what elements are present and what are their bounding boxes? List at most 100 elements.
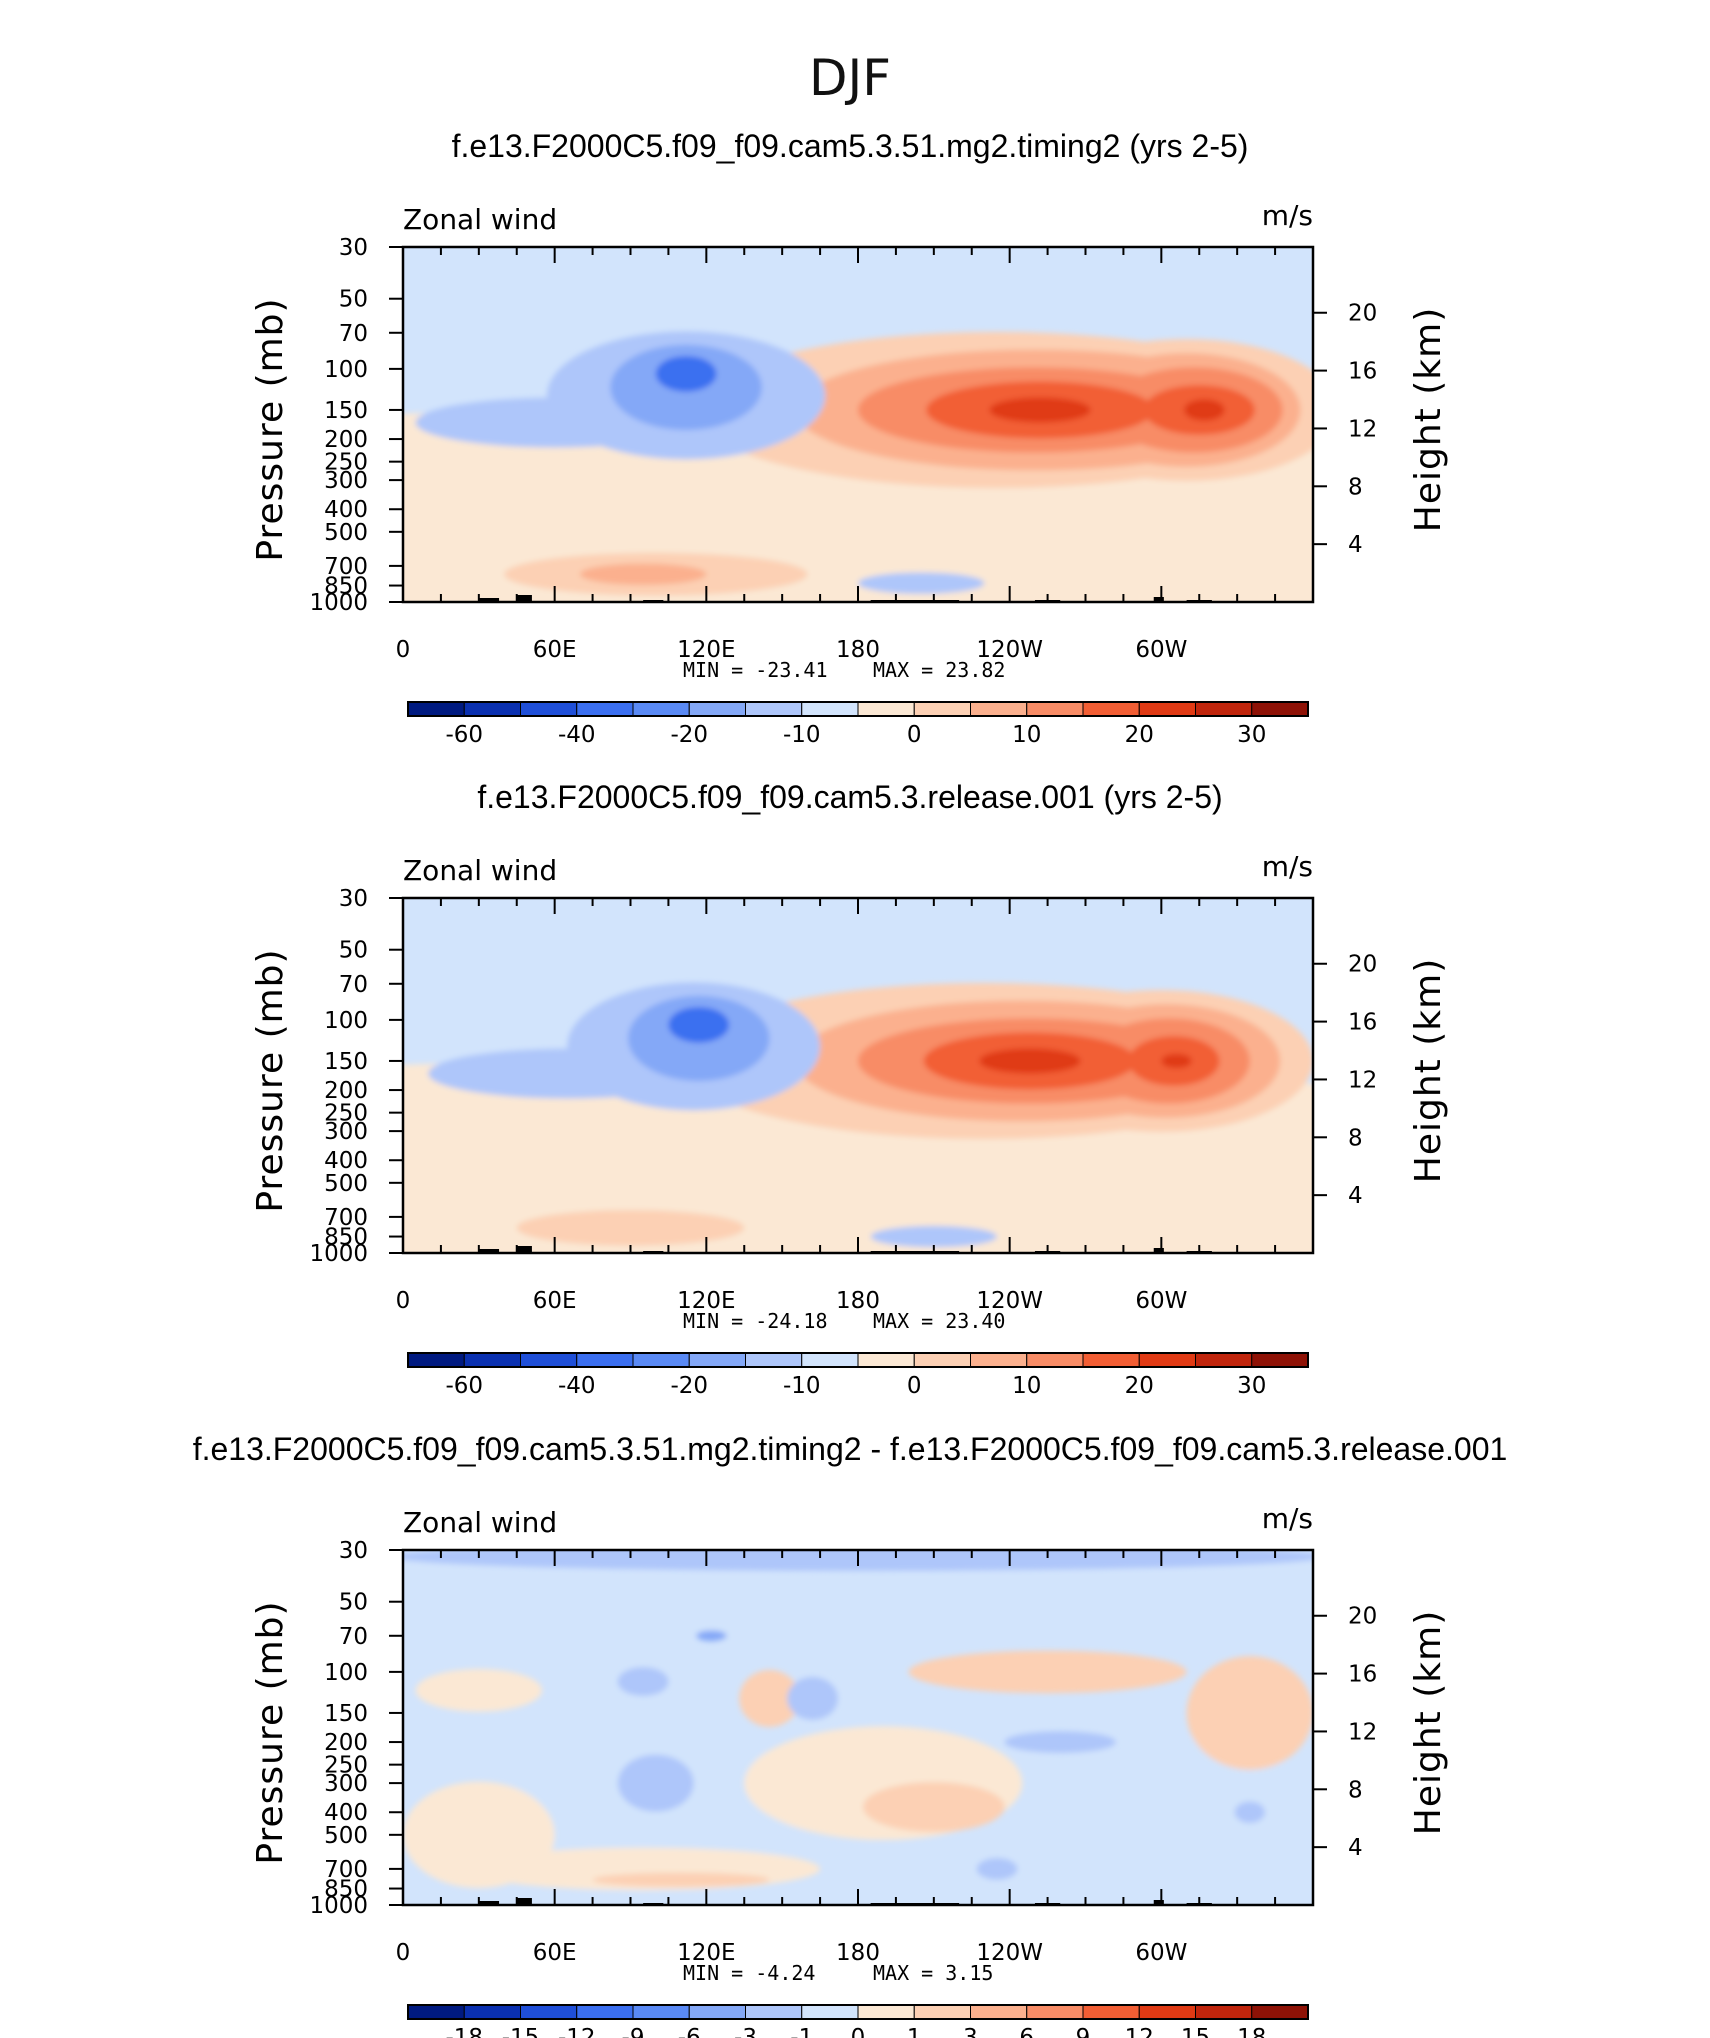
colorbar-swatch [463, 701, 521, 717]
colorbar-swatch [632, 701, 690, 717]
colorbar-swatch [1251, 2004, 1309, 2020]
panel-title: f.e13.F2000C5.f09_f09.cam5.3.release.001… [477, 779, 1222, 815]
contour-region [870, 1225, 998, 1248]
contour-region [976, 1858, 1018, 1880]
colorbar-label: -1 [790, 2025, 813, 2038]
colorbar-label: -15 [502, 2025, 540, 2038]
colorbar-label: 30 [1237, 722, 1266, 748]
y2-tick-label: 4 [1348, 1835, 1363, 1861]
units-label: m/s [1262, 850, 1313, 883]
y2-axis-title: Height (km) [1408, 307, 1449, 532]
colorbar-swatch [1251, 701, 1309, 717]
colorbar-swatch [1195, 701, 1253, 717]
colorbar-label: -6 [678, 2025, 701, 2038]
contour-region [415, 1669, 543, 1712]
colorbar-swatch [407, 2004, 465, 2020]
contour-region [787, 1677, 838, 1720]
colorbar-swatch [688, 701, 746, 717]
variable-label: Zonal wind [403, 203, 557, 236]
colorbar-label: 10 [1012, 722, 1041, 748]
y2-tick-label: 8 [1348, 1777, 1363, 1803]
topography [478, 1249, 500, 1253]
units-label: m/s [1262, 199, 1313, 232]
colorbar-label: -10 [783, 1373, 821, 1399]
y2-tick-label: 16 [1348, 1010, 1377, 1036]
topography [516, 1898, 532, 1905]
y-tick-label: 30 [339, 1538, 368, 1564]
topography [478, 1901, 500, 1905]
colorbar-label: -10 [783, 722, 821, 748]
y2-tick-label: 4 [1348, 1183, 1363, 1209]
y-tick-label: 850 [324, 1877, 368, 1903]
colorbar-swatch [1026, 2004, 1084, 2020]
y-tick-label: 150 [324, 1701, 368, 1727]
contour-region [858, 572, 985, 594]
colorbar-label: 15 [1181, 2025, 1210, 2038]
contour-region [579, 563, 707, 585]
topography [1153, 1248, 1164, 1253]
y-tick-label: 70 [339, 972, 368, 998]
colorbar-swatch [857, 1352, 915, 1368]
y-tick-label: 50 [339, 1590, 368, 1616]
colorbar-swatch [576, 1352, 634, 1368]
topography [516, 595, 532, 602]
y2-tick-label: 16 [1348, 1662, 1377, 1688]
variable-label: Zonal wind [403, 854, 557, 887]
y-tick-label: 300 [324, 468, 368, 494]
colorbar-label: 0 [851, 2025, 866, 2038]
colorbar-swatch [801, 2004, 859, 2020]
colorbar-swatch [1251, 1352, 1309, 1368]
colorbar-swatch [1195, 1352, 1253, 1368]
y-tick-label: 250 [324, 1753, 368, 1779]
y-tick-label: 250 [324, 1101, 368, 1127]
y2-tick-label: 20 [1348, 1604, 1377, 1630]
colorbar-swatch [1082, 1352, 1140, 1368]
y-tick-label: 300 [324, 1119, 368, 1145]
colorbar-swatch [688, 2004, 746, 2020]
colorbar-swatch [913, 2004, 971, 2020]
panel-title: f.e13.F2000C5.f09_f09.cam5.3.51.mg2.timi… [193, 1431, 1508, 1467]
colorbar-swatch [463, 2004, 521, 2020]
topography [478, 598, 500, 602]
colorbar-swatch [857, 701, 915, 717]
colorbar-swatch [970, 1352, 1028, 1368]
x-tick-label: 120E [677, 637, 735, 663]
colorbar-swatch [520, 701, 578, 717]
colorbar-frame [407, 1352, 1309, 1368]
y-tick-label: 300 [324, 1771, 368, 1797]
max-label: MAX = 3.15 [873, 1961, 993, 1985]
colorbar-swatch [632, 2004, 690, 2020]
x-tick-label: 120W [976, 637, 1043, 663]
x-tick-label: 60E [533, 1288, 577, 1314]
y-tick-label: 1000 [309, 590, 368, 616]
units-label: m/s [1262, 1502, 1313, 1535]
colorbar-label: 12 [1125, 2025, 1154, 2038]
y-tick-label: 500 [324, 520, 368, 546]
plot-area [403, 898, 1313, 1253]
colorbar-label: 6 [1019, 2025, 1034, 2038]
y-tick-label: 150 [324, 1049, 368, 1075]
colorbar-label: -9 [622, 2025, 645, 2038]
contour-region [989, 397, 1091, 423]
x-tick-label: 180 [836, 637, 880, 663]
y-tick-label: 50 [339, 938, 368, 964]
contour-fills [403, 331, 1313, 602]
y2-tick-label: 4 [1348, 532, 1363, 558]
x-tick-label: 60W [1135, 1940, 1187, 1966]
contour-region [1184, 399, 1225, 421]
contour-region [655, 1575, 909, 1647]
colorbar-swatch [1026, 1352, 1084, 1368]
panel-3: f.e13.F2000C5.f09_f09.cam5.3.51.mg2.timi… [193, 1431, 1508, 2038]
colorbar-label: -20 [670, 722, 708, 748]
colorbar-swatch [1138, 1352, 1196, 1368]
y-tick-label: 150 [324, 398, 368, 424]
colorbar-swatch [463, 1352, 521, 1368]
x-tick-label: 120E [677, 1288, 735, 1314]
colorbar-label: 0 [907, 1373, 922, 1399]
y-tick-label: 700 [324, 1205, 368, 1231]
colorbar-label: 9 [1076, 2025, 1091, 2038]
colorbar-swatch [1026, 701, 1084, 717]
colorbar-swatch [801, 1352, 859, 1368]
contour-region [617, 1667, 669, 1696]
y-axis-title: Pressure (mb) [250, 948, 291, 1212]
